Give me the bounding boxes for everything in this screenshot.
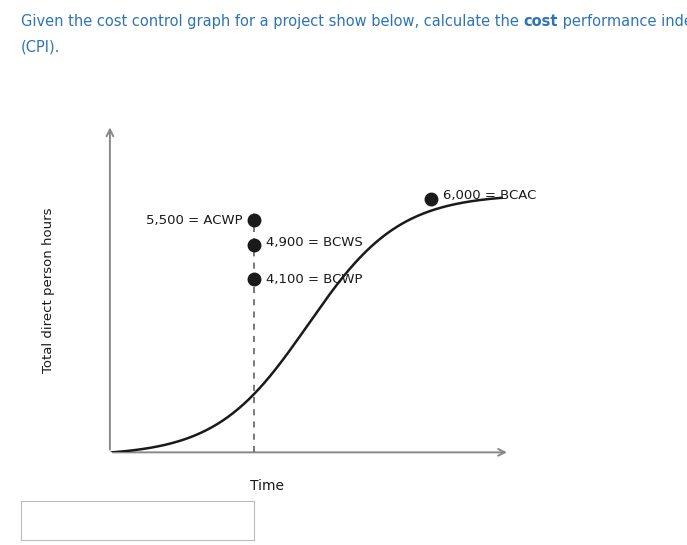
Text: performance index: performance index bbox=[558, 14, 687, 29]
Text: cost: cost bbox=[523, 14, 558, 29]
Text: (CPI).: (CPI). bbox=[21, 40, 60, 55]
Text: Time: Time bbox=[249, 479, 284, 493]
Text: Total direct person hours: Total direct person hours bbox=[42, 208, 54, 373]
Text: 4,900 = BCWS: 4,900 = BCWS bbox=[266, 235, 363, 249]
Text: 6,000 = BCAC: 6,000 = BCAC bbox=[443, 189, 537, 202]
Text: Given the cost control graph for a project show below, calculate the: Given the cost control graph for a proje… bbox=[21, 14, 523, 29]
Text: 4,100 = BCWP: 4,100 = BCWP bbox=[266, 272, 362, 286]
Text: 5,500 = ACWP: 5,500 = ACWP bbox=[146, 214, 243, 227]
